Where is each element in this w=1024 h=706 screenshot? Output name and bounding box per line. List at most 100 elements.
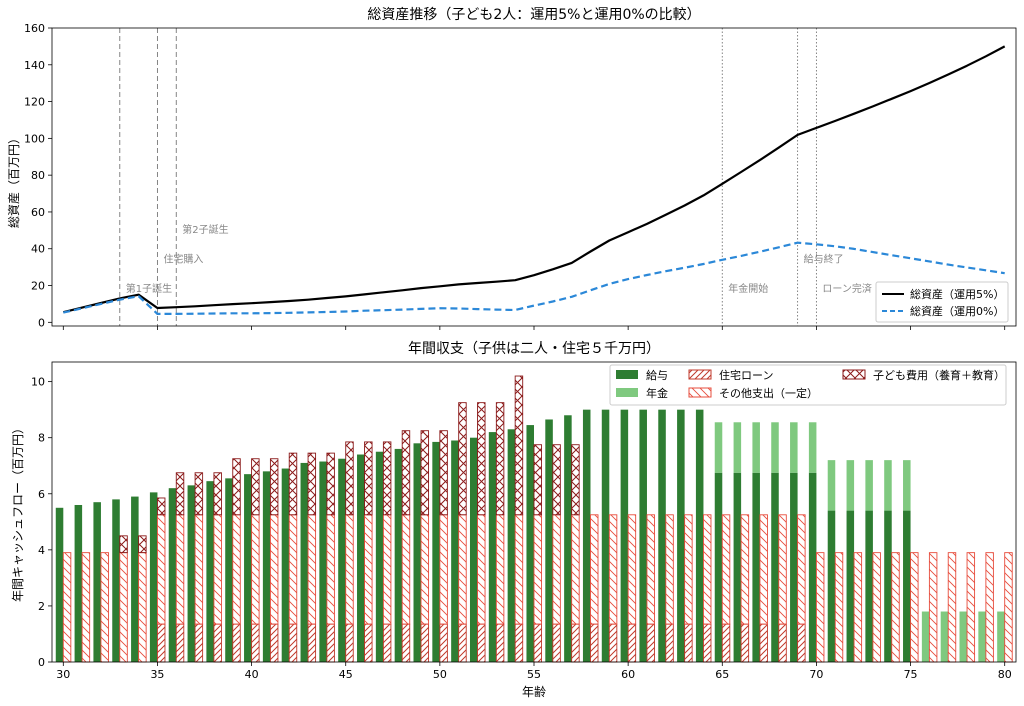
other-expense-bar <box>81 552 91 663</box>
asset-chart-frame <box>51 27 1017 327</box>
event-label: 年金開始 <box>728 282 768 295</box>
salary-bar <box>469 437 478 662</box>
child-cost-bar <box>138 535 147 554</box>
child-cost-bar <box>382 441 392 516</box>
other-expense-bar <box>119 552 128 663</box>
asset0-line <box>63 241 1005 315</box>
asset-ytick-label: 140 <box>24 59 45 72</box>
legend-label-asset5: 総資産（運用5%） <box>910 287 1004 301</box>
loan-bar <box>439 623 448 663</box>
loan-bar <box>213 623 222 663</box>
other-expense-bar <box>665 514 674 625</box>
other-expense-bar <box>345 514 354 625</box>
cashflow-xtick-label: 50 <box>433 668 447 681</box>
other-expense-bar <box>175 514 185 625</box>
loan-bar <box>156 623 166 663</box>
other-expense-bar <box>910 552 919 663</box>
salary-bar <box>149 492 158 662</box>
salary-bar <box>206 481 214 662</box>
loan-bar <box>703 623 712 663</box>
legend-label-other: その他支出（一定） <box>719 386 818 400</box>
asset-chart: 総資産推移（子ども2人：運用5%と運用0%の比較） 総資産（百万円） 第1子誕生… <box>6 7 1017 330</box>
child-cost-bar <box>156 497 166 516</box>
child-cost-bar <box>514 375 524 516</box>
loan-bar <box>684 623 693 663</box>
child-cost-bar <box>251 458 260 516</box>
loan-bar <box>552 623 561 663</box>
legend-swatch-other <box>688 387 712 398</box>
salary-bar <box>394 448 403 662</box>
loan-bar <box>608 623 618 663</box>
loan-bar <box>307 623 317 663</box>
other-expense-bar <box>401 514 411 625</box>
child-cost-bar <box>401 430 411 516</box>
other-expense-bar <box>213 514 222 625</box>
other-expense-bar <box>382 514 392 625</box>
loan-bar <box>740 623 750 663</box>
other-expense-bar <box>966 552 976 663</box>
other-expense-bar <box>797 514 806 625</box>
salary-bar <box>808 472 817 662</box>
other-expense-bar <box>138 552 147 663</box>
loan-bar <box>721 623 731 663</box>
salary-bar <box>281 468 290 662</box>
salary-bar <box>225 478 233 662</box>
loan-bar <box>797 623 806 663</box>
salary-bar <box>112 499 120 662</box>
legend-swatch-pension <box>616 388 638 397</box>
salary-bar <box>620 409 629 662</box>
other-expense-bar <box>62 552 72 663</box>
other-expense-bar <box>477 514 486 625</box>
child-cost-bar <box>269 458 279 516</box>
asset-ytick-label: 120 <box>24 96 45 109</box>
salary-bar <box>413 443 422 662</box>
cashflow-ytick-label: 0 <box>38 656 45 669</box>
other-expense-bar <box>853 552 863 663</box>
other-expense-bar <box>947 552 957 663</box>
pension-bar <box>884 460 892 511</box>
asset-ytick-label: 0 <box>38 316 45 329</box>
other-expense-bar <box>985 552 994 663</box>
other-expense-bar <box>627 514 637 625</box>
child-cost-bar <box>420 430 430 516</box>
salary-bar <box>677 409 685 662</box>
other-expense-bar <box>1004 552 1013 663</box>
loan-bar <box>533 623 542 663</box>
cashflow-xtick-label: 75 <box>904 668 918 681</box>
loan-bar <box>232 623 241 663</box>
other-expense-bar <box>684 514 693 625</box>
legend-label-pension: 年金 <box>646 386 668 400</box>
child-cost-bar <box>232 458 241 516</box>
cashflow-chart-ylabel: 年間キャッシュフロー（百万円） <box>11 422 25 602</box>
child-cost-bar <box>194 472 204 516</box>
other-expense-bar <box>514 514 524 625</box>
salary-bar <box>846 510 855 662</box>
asset-ytick-label: 160 <box>24 22 45 35</box>
loan-bar <box>571 623 580 663</box>
cashflow-chart-legend: 給与 年金 住宅ローン その他支出（一定） 子ども費用（養育＋教育） <box>609 364 1007 406</box>
pension-bar <box>714 422 723 473</box>
salary-bar <box>564 415 572 662</box>
salary-bar <box>262 471 271 662</box>
child-cost-bar <box>307 452 317 516</box>
cashflow-ytick-label: 8 <box>38 432 45 445</box>
salary-bar <box>695 409 704 662</box>
pension-bar <box>997 611 1005 662</box>
child-cost-bar <box>326 452 335 516</box>
other-expense-bar <box>778 514 787 625</box>
child-cost-bar <box>119 535 128 554</box>
cashflow-xtick-label: 35 <box>150 668 164 681</box>
child-cost-bar <box>364 441 373 516</box>
loan-bar <box>646 623 655 663</box>
cashflow-xtick-label: 30 <box>56 668 70 681</box>
salary-bar <box>187 485 196 662</box>
salary-bar <box>639 409 647 662</box>
legend-swatch-child <box>842 369 866 380</box>
loan-bar <box>175 623 185 663</box>
legend-label-asset0: 総資産（運用0%） <box>910 304 1004 318</box>
other-expense-bar <box>533 514 542 625</box>
pension-bar <box>752 422 760 473</box>
other-expense-bar <box>307 514 317 625</box>
salary-bar <box>545 419 553 662</box>
other-expense-bar <box>590 514 599 625</box>
